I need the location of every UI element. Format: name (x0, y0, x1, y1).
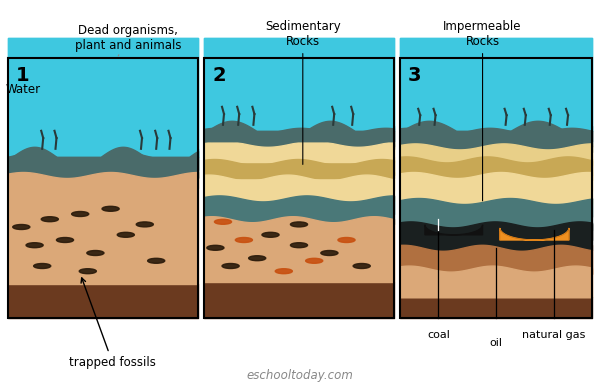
Ellipse shape (102, 206, 119, 211)
Ellipse shape (56, 237, 74, 242)
Ellipse shape (353, 264, 370, 269)
Ellipse shape (338, 237, 355, 242)
Text: Sedimentary
Rocks: Sedimentary Rocks (265, 20, 341, 165)
Bar (400, 58, 592, 318)
Polygon shape (500, 228, 569, 240)
Ellipse shape (26, 243, 43, 248)
Ellipse shape (71, 212, 89, 217)
Ellipse shape (13, 224, 30, 230)
Ellipse shape (305, 258, 323, 263)
Text: trapped fossils: trapped fossils (69, 278, 156, 369)
Text: coal: coal (427, 330, 450, 340)
Text: Dead organisms,
plant and animals: Dead organisms, plant and animals (75, 24, 181, 56)
Polygon shape (425, 225, 482, 235)
Ellipse shape (117, 232, 134, 237)
Ellipse shape (34, 264, 51, 269)
Text: 3: 3 (408, 66, 421, 85)
Ellipse shape (248, 256, 266, 261)
Text: eschooltoday.com: eschooltoday.com (247, 368, 353, 382)
Ellipse shape (222, 264, 239, 269)
Ellipse shape (290, 222, 308, 227)
Ellipse shape (41, 217, 58, 222)
Ellipse shape (214, 219, 232, 224)
Bar (204, 58, 394, 318)
Ellipse shape (262, 232, 279, 237)
Ellipse shape (275, 269, 292, 274)
Ellipse shape (79, 269, 97, 274)
Text: Water: Water (6, 83, 41, 96)
Ellipse shape (321, 251, 338, 255)
Text: 1: 1 (16, 66, 29, 85)
Text: Impermeable
Rocks: Impermeable Rocks (443, 20, 522, 201)
Text: natural gas: natural gas (522, 330, 585, 340)
Text: oil: oil (490, 338, 503, 348)
Text: 2: 2 (212, 66, 226, 85)
Ellipse shape (235, 237, 253, 242)
Ellipse shape (148, 258, 165, 263)
Ellipse shape (136, 222, 154, 227)
Bar (8, 58, 198, 318)
Ellipse shape (87, 251, 104, 255)
Ellipse shape (207, 245, 224, 250)
Ellipse shape (290, 243, 308, 248)
